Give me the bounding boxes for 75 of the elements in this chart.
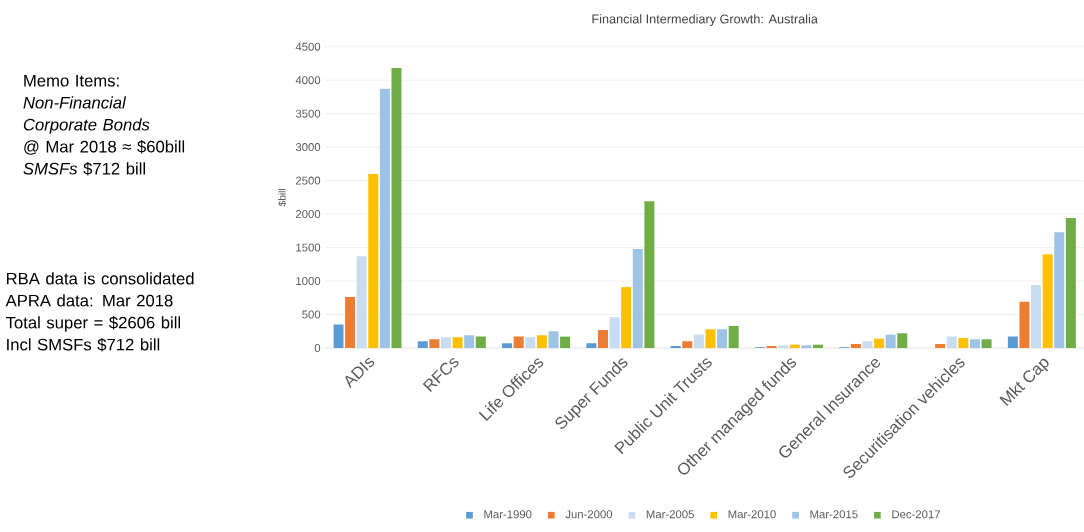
text: Memo Items: bbox=[24, 74, 119, 87]
bar bbox=[862, 341, 873, 348]
bar bbox=[874, 338, 885, 348]
bar bbox=[632, 248, 643, 348]
text: Total super = $2606 bill bbox=[5, 316, 181, 332]
bar bbox=[1007, 336, 1018, 348]
bar bbox=[1031, 285, 1042, 348]
legend-label: Dec-2017 bbox=[892, 510, 940, 519]
y-tick-label: 1000 bbox=[296, 277, 321, 286]
bar bbox=[897, 333, 908, 348]
bar bbox=[345, 297, 356, 348]
bar bbox=[525, 337, 536, 348]
bar bbox=[586, 343, 597, 348]
bar bbox=[609, 317, 620, 348]
legend-label: Jun-2000 bbox=[565, 510, 613, 519]
legend-label: Mar-2015 bbox=[810, 510, 858, 519]
chart-title: Financial Intermediary Growth: Australia bbox=[592, 14, 818, 26]
bar bbox=[693, 334, 704, 348]
bar bbox=[548, 331, 559, 348]
bar bbox=[850, 343, 861, 348]
bar bbox=[513, 336, 524, 348]
bar bbox=[717, 329, 728, 348]
legend-label: Mar-2010 bbox=[728, 510, 776, 519]
bar bbox=[621, 287, 632, 348]
text: RBA data is consolidated bbox=[6, 272, 194, 285]
y-tick-label: 2000 bbox=[295, 210, 321, 219]
bar bbox=[728, 325, 739, 348]
bar bbox=[429, 339, 440, 348]
bar bbox=[368, 173, 379, 348]
y-tick-label: 4500 bbox=[295, 42, 321, 51]
bar bbox=[670, 345, 681, 348]
x-tick-label: Mkt Cap bbox=[999, 358, 1049, 407]
legend-label: Mar-1990 bbox=[484, 510, 532, 519]
bar bbox=[958, 337, 969, 348]
y-tick-label: 4000 bbox=[295, 76, 321, 85]
bar bbox=[946, 336, 957, 348]
bar bbox=[644, 201, 655, 348]
text: Non-Financial Corporate Bonds bbox=[23, 96, 150, 134]
bar bbox=[682, 341, 693, 348]
y-tick-label: 2500 bbox=[295, 176, 321, 185]
bar bbox=[778, 345, 789, 348]
bar bbox=[502, 343, 513, 348]
bar bbox=[356, 256, 367, 348]
y-tick-label: 500 bbox=[302, 310, 321, 319]
bar bbox=[379, 88, 390, 348]
y-tick-label: 3500 bbox=[295, 109, 321, 118]
bar bbox=[1019, 301, 1030, 348]
bar bbox=[440, 337, 451, 348]
bar bbox=[801, 345, 812, 348]
bar bbox=[391, 68, 402, 348]
bar bbox=[417, 341, 428, 348]
y-tick-label: 0 bbox=[314, 344, 321, 353]
legend-label: Mar-2005 bbox=[646, 510, 694, 519]
bar bbox=[969, 339, 980, 348]
y-tick-label: 3000 bbox=[295, 143, 321, 152]
text: SMSFs $712 bill bbox=[23, 162, 145, 176]
bar bbox=[981, 339, 992, 348]
bar bbox=[885, 334, 896, 348]
bar bbox=[1065, 218, 1076, 348]
bar bbox=[1054, 232, 1065, 348]
bar bbox=[705, 329, 716, 348]
bar bbox=[935, 343, 946, 348]
text: @ Mar 2018 ≈ $60bill bbox=[24, 140, 185, 155]
bar bbox=[597, 329, 608, 348]
text: APRA data: Mar 2018 bbox=[5, 294, 173, 307]
bar bbox=[1042, 254, 1053, 348]
y-tick-label: 1500 bbox=[296, 243, 321, 252]
bar bbox=[475, 336, 486, 348]
bar bbox=[536, 335, 547, 348]
bar bbox=[464, 335, 475, 348]
text: Incl SMSFs $712 bill bbox=[7, 338, 160, 352]
bar bbox=[452, 337, 463, 348]
y-axis-title: $bill bbox=[278, 189, 287, 207]
bar bbox=[766, 345, 777, 348]
bar bbox=[560, 336, 571, 348]
